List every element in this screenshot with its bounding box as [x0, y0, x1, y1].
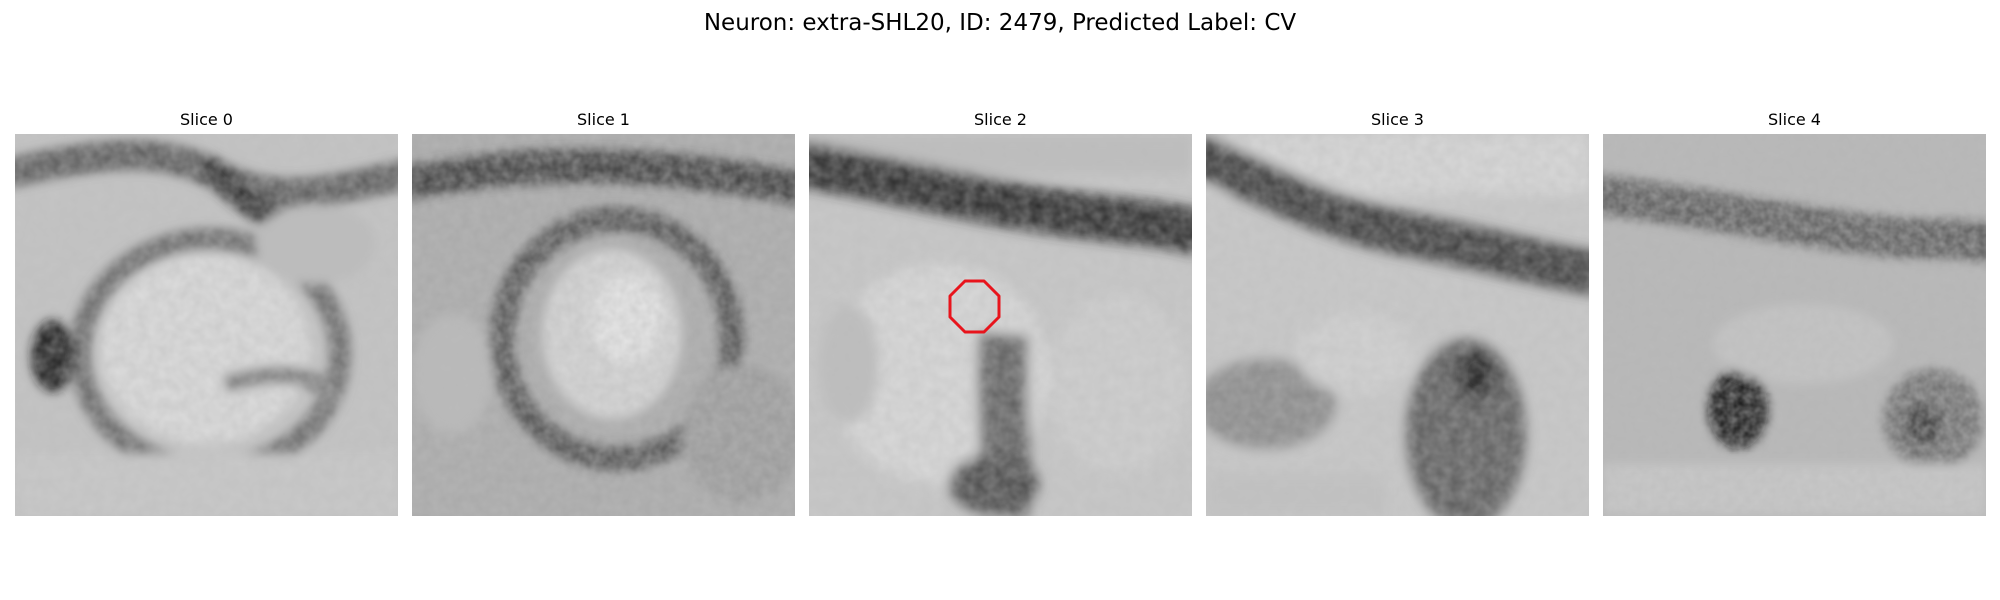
slice-title: Slice 2 [974, 110, 1027, 129]
slice-panel-2: Slice 2 [809, 108, 1192, 516]
slice-title: Slice 4 [1768, 110, 1821, 129]
slice-title: Slice 3 [1371, 110, 1424, 129]
figure-title: Neuron: extra-SHL20, ID: 2479, Predicted… [703, 10, 1297, 36]
slice-panel-1: Slice 1 [412, 108, 795, 516]
em-slice-image [1603, 134, 1986, 516]
em-slice-image [809, 134, 1192, 516]
roi-outline [948, 279, 1001, 334]
slice-panel-4: Slice 4 [1603, 108, 1986, 516]
em-slice-image [1206, 134, 1589, 516]
em-slice-image [412, 134, 795, 516]
slice-title: Slice 0 [180, 110, 233, 129]
em-slice-image [15, 134, 398, 516]
slice-panel-3: Slice 3 [1206, 108, 1589, 516]
slice-panel-0: Slice 0 [15, 108, 398, 516]
slice-title: Slice 1 [577, 110, 630, 129]
